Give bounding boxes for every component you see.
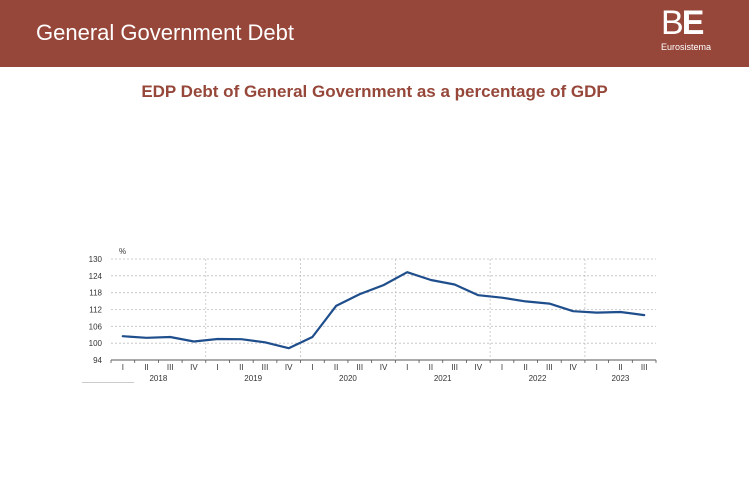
y-tick-label: 100: [89, 339, 103, 348]
quarter-tick-label: III: [451, 363, 458, 372]
quarter-tick-label: I: [406, 363, 408, 372]
header-bar: General Government Debt BE Eurosistema: [0, 0, 749, 67]
y-tick-label: 106: [89, 322, 103, 331]
debt-series-line: [121, 271, 646, 350]
quarter-tick-label: I: [217, 363, 219, 372]
chart-title: EDP Debt of General Government as a perc…: [141, 82, 608, 101]
y-tick-label: 118: [89, 289, 102, 298]
y-tick-label: 112: [89, 306, 102, 315]
quarter-tick-label: IV: [285, 363, 293, 372]
quarter-tick-label: IV: [475, 363, 483, 372]
y-tick-label: 130: [89, 255, 103, 264]
quarter-tick-label: II: [618, 363, 622, 372]
quarter-tick-label: III: [546, 363, 553, 372]
quarter-tick-label: III: [641, 363, 648, 372]
quarter-tick-label: III: [262, 363, 269, 372]
y-tick-label: 124: [89, 272, 103, 281]
quarter-tick-label: III: [356, 363, 363, 372]
quarter-tick-label: III: [167, 363, 174, 372]
year-label: 2023: [612, 374, 630, 383]
logo-letter-b: B: [661, 4, 684, 42]
y-tick-label: 94: [93, 356, 102, 365]
quarter-tick-label: II: [144, 363, 148, 372]
quarter-tick-label: II: [429, 363, 433, 372]
year-label: 2021: [434, 374, 452, 383]
quarter-tick-label: I: [501, 363, 503, 372]
quarter-tick-label: II: [334, 363, 338, 372]
logo-mark: BE: [661, 6, 731, 40]
quarter-tick-label: II: [523, 363, 527, 372]
year-label: 2020: [339, 374, 357, 383]
quarter-tick-label: I: [122, 363, 124, 372]
logo-letter-e: E: [681, 4, 705, 42]
banco-espana-logo: BE Eurosistema: [661, 6, 731, 52]
logo-subtitle: Eurosistema: [661, 42, 712, 52]
quarter-tick-label: II: [239, 363, 243, 372]
year-label: 2019: [244, 374, 262, 383]
quarter-tick-label: IV: [569, 363, 577, 372]
quarter-tick-label: I: [596, 363, 598, 372]
quarter-tick-label: I: [311, 363, 313, 372]
header-title: General Government Debt: [36, 20, 295, 45]
year-label: 2018: [149, 374, 167, 383]
y-unit-label: %: [119, 247, 126, 256]
year-label: 2022: [529, 374, 547, 383]
quarter-tick-label: IV: [380, 363, 388, 372]
quarter-tick-label: IV: [190, 363, 198, 372]
footnote-divider: [82, 382, 134, 383]
